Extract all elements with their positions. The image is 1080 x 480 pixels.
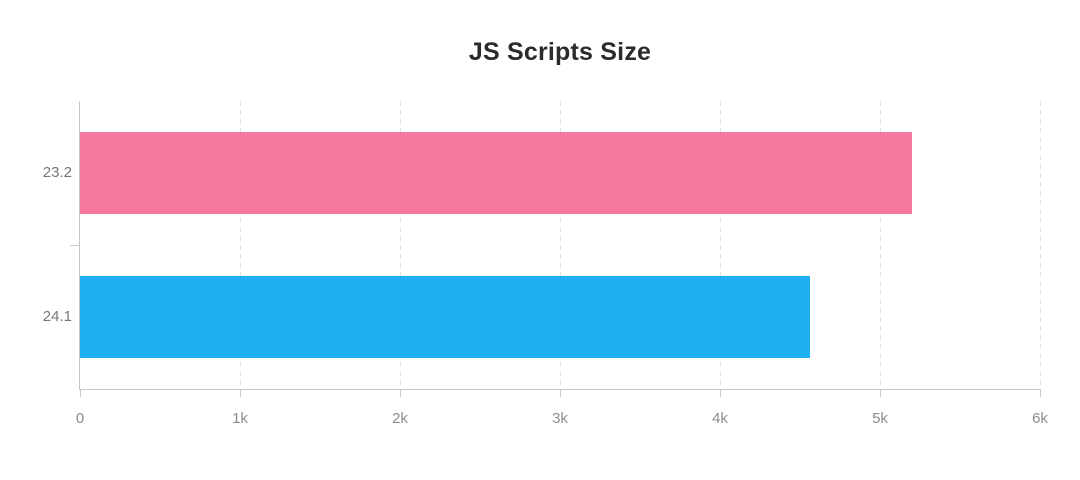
x-axis-tick [399, 389, 401, 397]
x-axis-tick [79, 389, 81, 397]
x-axis-line [79, 389, 1040, 390]
x-tick-label: 4k [712, 410, 728, 427]
x-tick-label: 6k [1032, 410, 1048, 427]
y-category-label: 24.1 [42, 308, 72, 325]
gridline [239, 101, 241, 389]
gridline [719, 101, 721, 389]
x-tick-label: 3k [552, 410, 568, 427]
chart-title: JS Scripts Size [468, 38, 652, 66]
x-tick-label: 5k [872, 410, 888, 427]
gridline [559, 101, 561, 389]
x-tick-label: 1k [232, 410, 248, 427]
x-tick-label: 0 [75, 410, 85, 427]
gridline [879, 101, 881, 389]
x-axis-tick [879, 389, 881, 397]
x-axis-tick [239, 389, 241, 397]
y-axis-tick [70, 244, 80, 246]
bar-24.1[interactable] [80, 276, 811, 358]
x-axis-tick [719, 389, 721, 397]
x-tick-label: 2k [392, 410, 408, 427]
y-category-label: 23.2 [42, 164, 72, 181]
gridline [1039, 101, 1041, 389]
gridline [399, 101, 401, 389]
bar-23.2[interactable] [80, 132, 912, 214]
x-axis-tick [559, 389, 561, 397]
x-axis-tick [1039, 389, 1041, 397]
